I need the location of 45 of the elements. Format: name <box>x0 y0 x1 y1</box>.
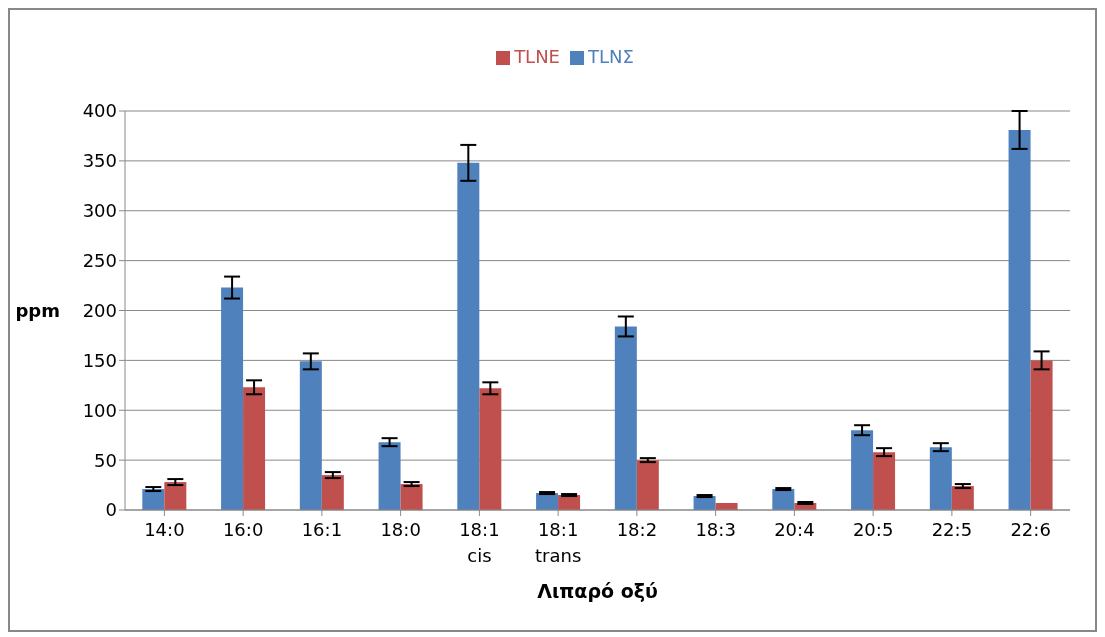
x-axis-title: Λιπαρό οξύ <box>537 580 658 602</box>
bar <box>929 447 952 510</box>
x-tick-label: 18:3 <box>695 519 736 540</box>
x-tick-label: 18:1 trans <box>534 519 582 566</box>
bar <box>1008 129 1031 510</box>
y-tick-label: 350 <box>82 150 117 172</box>
bar <box>142 489 165 510</box>
bar <box>457 162 480 510</box>
legend-label: TLNΣ <box>588 46 634 67</box>
bar <box>873 452 896 510</box>
x-tick-label: 18:0 <box>380 519 421 540</box>
bar <box>614 326 637 510</box>
bar <box>636 460 659 510</box>
bar <box>400 484 423 510</box>
bar <box>243 387 266 510</box>
bar <box>536 493 559 510</box>
x-tick-label: 14:0 <box>144 519 185 540</box>
x-tick-label: 22:6 <box>1010 519 1051 540</box>
y-tick-label: 400 <box>82 100 117 122</box>
x-tick-label: 20:4 <box>774 519 815 540</box>
y-axis-title: ppm <box>15 299 60 321</box>
legend-label: TLNE <box>514 46 560 67</box>
x-tick-label: 18:1 cis <box>459 519 500 566</box>
bar <box>851 430 874 510</box>
bar <box>221 287 244 510</box>
y-tick-label: 0 <box>105 499 117 521</box>
y-tick-label: 300 <box>82 200 117 222</box>
bar <box>164 482 187 510</box>
bar <box>951 486 974 510</box>
x-tick-label: 16:0 <box>222 519 264 540</box>
x-tick-label: 20:5 <box>852 519 894 540</box>
y-tick-label: 50 <box>94 449 117 471</box>
y-tick-label: 150 <box>82 349 117 371</box>
x-tick-label: 18:2 <box>616 519 658 540</box>
bar <box>479 388 502 510</box>
x-tick-label: 22:5 <box>931 519 973 540</box>
bar <box>378 442 401 510</box>
bar <box>772 489 795 510</box>
bar <box>321 475 344 510</box>
y-tick-label: 200 <box>82 299 117 321</box>
x-tick-label: 16:1 <box>301 519 343 540</box>
bar <box>1030 360 1053 510</box>
y-tick-label: 250 <box>82 250 117 272</box>
y-tick-label: 100 <box>82 399 117 421</box>
bar <box>299 361 322 510</box>
